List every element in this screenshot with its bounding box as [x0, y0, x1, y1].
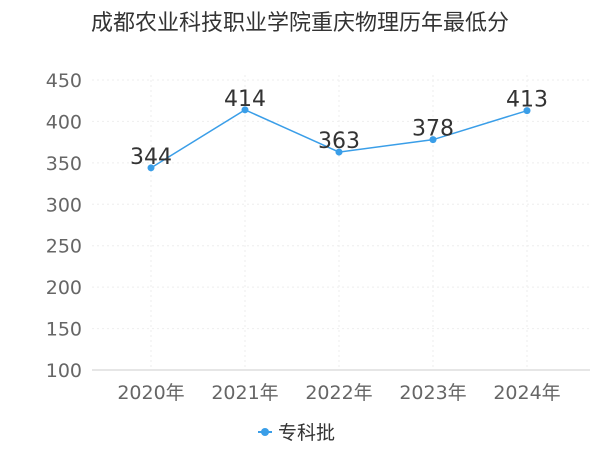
data-point [241, 106, 249, 114]
y-tick-label: 450 [46, 70, 82, 92]
data-label: 378 [412, 117, 454, 142]
y-tick-label: 300 [46, 194, 82, 216]
data-label: 344 [130, 145, 172, 170]
data-label: 414 [224, 87, 266, 112]
x-tick-label: 2023年 [399, 382, 466, 404]
data-labels: 344 414 363 378 413 [130, 87, 548, 170]
legend[interactable]: 专科批 [258, 422, 335, 444]
legend-label: 专科批 [278, 422, 335, 444]
data-label: 363 [318, 129, 360, 154]
grid-lines [92, 75, 590, 370]
data-point [429, 136, 437, 144]
chart-title: 成都农业科技职业学院重庆物理历年最低分 [91, 11, 509, 36]
y-tick-label: 200 [46, 277, 82, 299]
y-tick-label: 350 [46, 153, 82, 175]
x-tick-label: 2021年 [211, 382, 278, 404]
y-tick-label: 250 [46, 236, 82, 258]
data-points [147, 106, 531, 172]
y-axis-ticks: 100 150 200 250 300 350 400 450 [46, 70, 82, 382]
data-point [335, 148, 343, 156]
x-tick-label: 2024年 [493, 382, 560, 404]
data-point [523, 107, 531, 115]
x-axis-ticks: 2020年 2021年 2022年 2023年 2024年 [117, 382, 560, 404]
data-label: 413 [506, 88, 548, 113]
x-tick-label: 2022年 [305, 382, 372, 404]
y-tick-label: 400 [46, 111, 82, 133]
x-tick-label: 2020年 [117, 382, 184, 404]
y-tick-label: 150 [46, 319, 82, 341]
data-point [147, 164, 155, 172]
legend-dot-icon [261, 428, 269, 436]
y-tick-label: 100 [46, 360, 82, 382]
